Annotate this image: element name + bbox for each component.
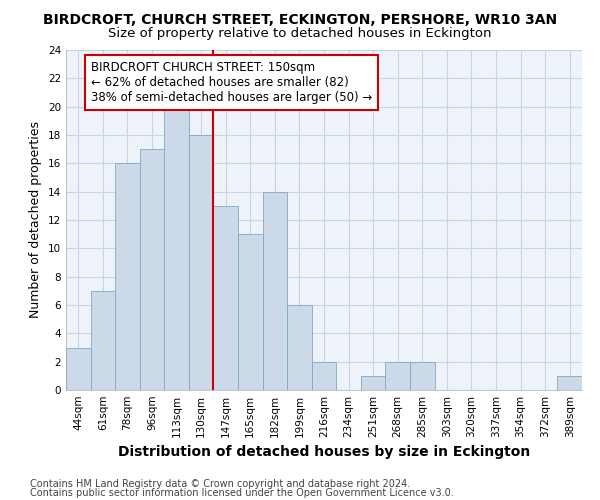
Bar [66,348,91,390]
Bar [189,135,214,390]
Y-axis label: Number of detached properties: Number of detached properties [29,122,43,318]
Text: Contains public sector information licensed under the Open Government Licence v3: Contains public sector information licen… [30,488,454,498]
Text: Contains HM Land Registry data © Crown copyright and database right 2024.: Contains HM Land Registry data © Crown c… [30,479,410,489]
Bar [410,362,434,390]
Text: BIRDCROFT, CHURCH STREET, ECKINGTON, PERSHORE, WR10 3AN: BIRDCROFT, CHURCH STREET, ECKINGTON, PER… [43,12,557,26]
Bar [287,305,312,390]
Bar [91,291,115,390]
Bar [361,376,385,390]
Bar [312,362,336,390]
Bar [263,192,287,390]
Text: Size of property relative to detached houses in Eckington: Size of property relative to detached ho… [108,28,492,40]
Bar [140,149,164,390]
Bar [214,206,238,390]
Bar [115,164,140,390]
Bar [238,234,263,390]
Bar [164,106,189,390]
X-axis label: Distribution of detached houses by size in Eckington: Distribution of detached houses by size … [118,446,530,460]
Text: BIRDCROFT CHURCH STREET: 150sqm
← 62% of detached houses are smaller (82)
38% of: BIRDCROFT CHURCH STREET: 150sqm ← 62% of… [91,62,372,104]
Bar [557,376,582,390]
Bar [385,362,410,390]
